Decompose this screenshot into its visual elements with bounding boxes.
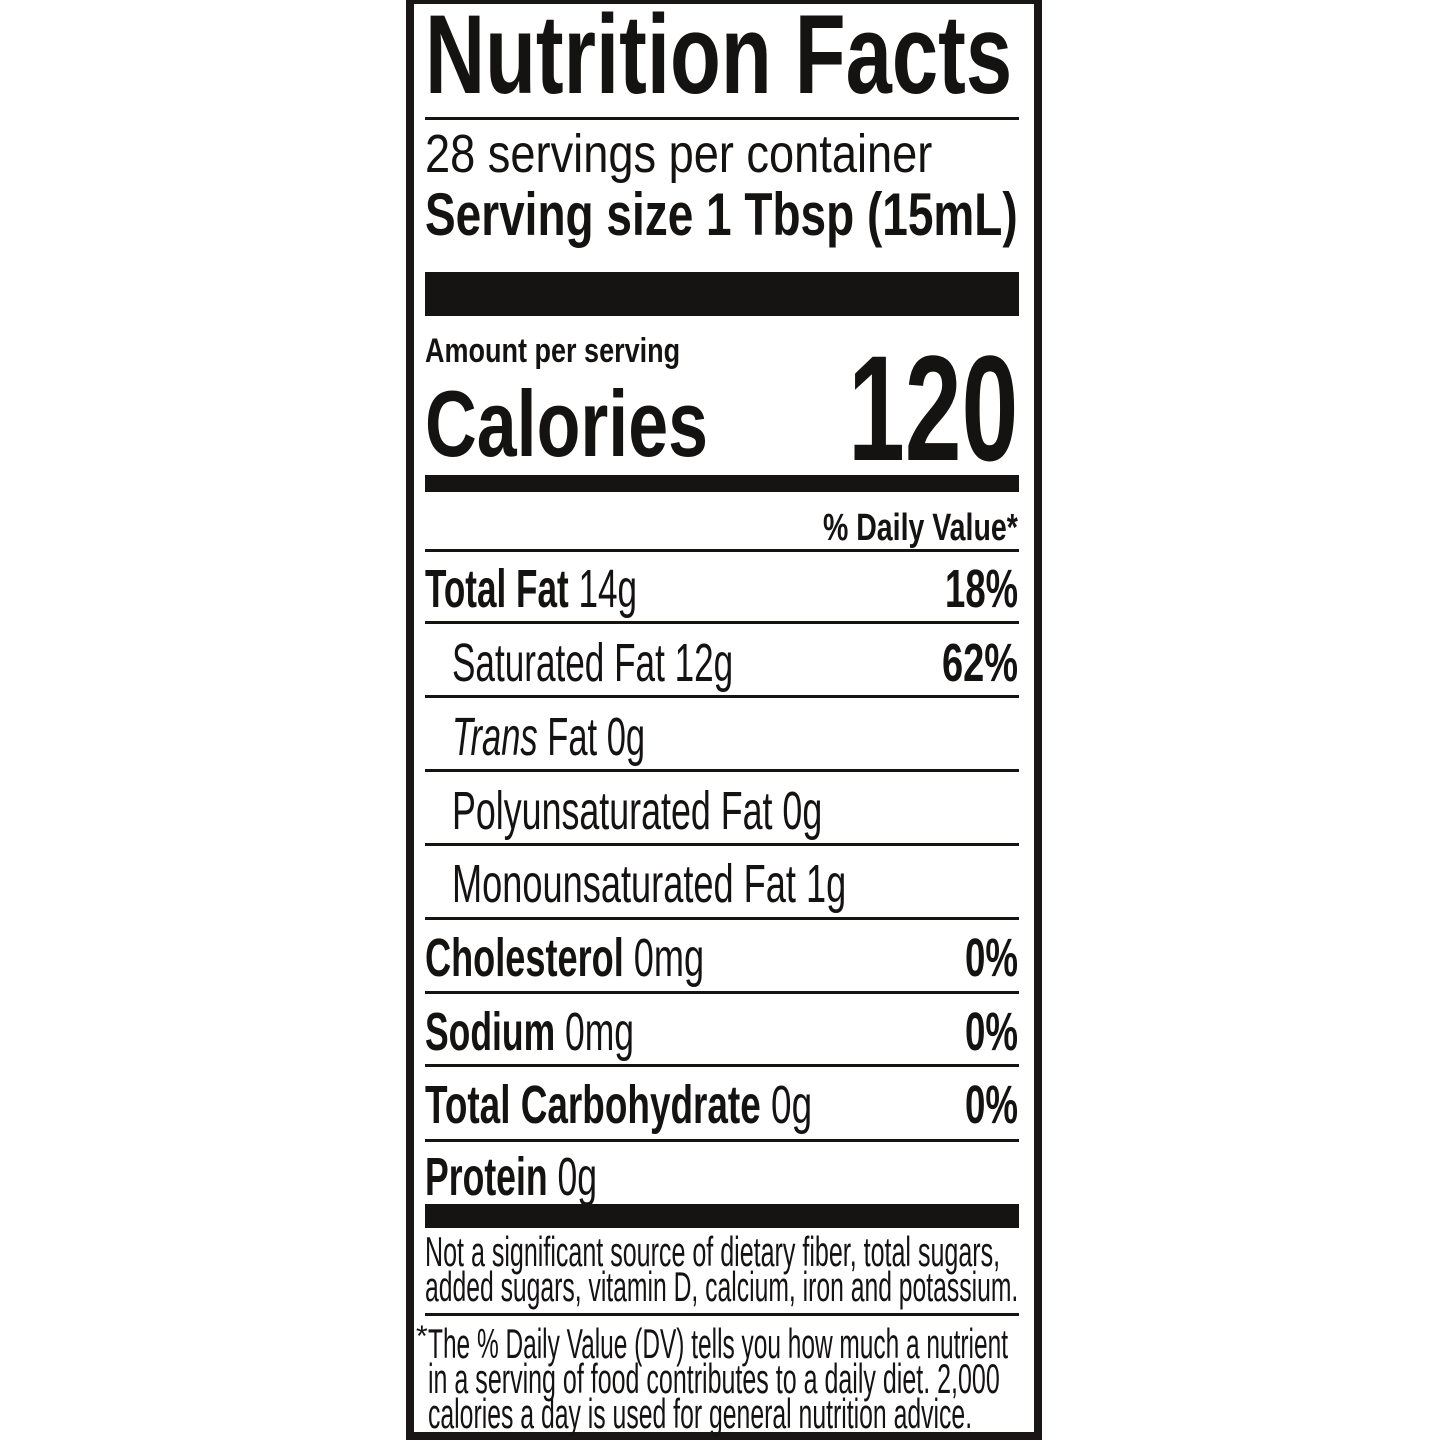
thick-bar [425,272,1019,316]
serving-size-label: Serving size [425,181,694,248]
not-significant-line-2: added sugars, vitamin D, calcium, iron a… [425,1263,1019,1310]
nutrition-label-border [406,0,1042,1440]
dv-sodium: 0% [964,1002,1018,1062]
divider [425,1064,1019,1067]
divider [425,1313,1019,1316]
dv-cholesterol: 0% [964,928,1018,988]
serving-size: Serving size 1 Tbsp (15mL) [425,185,1018,245]
amount-per-serving: Amount per serving [425,332,681,370]
nutrient-row-monounsaturated-fat: Monounsaturated Fat 1g [452,854,847,914]
thick-bar [425,1204,1019,1228]
footnote-line-1: The % Daily Value (DV) tells you how muc… [428,1320,1008,1367]
calories-label: Calories [425,371,708,476]
dv-total-carbohydrate: 0% [964,1075,1018,1135]
divider [425,695,1019,698]
divider [425,621,1019,624]
nutrient-row-total-fat: Total Fat 14g [425,559,638,619]
nutrient-row-polyunsaturated-fat: Polyunsaturated Fat 0g [452,781,823,841]
nutrient-row-protein: Protein 0g [425,1147,598,1207]
title: Nutrition Facts [425,0,1013,117]
divider [425,843,1019,846]
divider [425,917,1019,920]
footnote-asterisk: * [416,1320,428,1353]
nutrient-row-saturated-fat: Saturated Fat 12g [452,633,734,693]
serving-size-value: 1 Tbsp (15mL) [706,181,1018,248]
divider [425,549,1019,552]
nutrient-row-sodium: Sodium 0mg [425,1002,635,1062]
divider [425,991,1019,994]
not-significant-line-1: Not a significant source of dietary fibe… [425,1228,1001,1275]
footnote-line-3: calories a day is used for general nutri… [428,1390,973,1437]
divider [425,1139,1019,1142]
nutrient-row-cholesterol: Cholesterol 0mg [425,928,705,988]
footnote-line-2: in a serving of food contributes to a da… [428,1355,1000,1402]
thick-rule [425,475,1019,492]
dv-saturated-fat: 62% [941,633,1018,693]
servings-per-container: 28 servings per container [425,124,933,184]
nutrient-row-trans-fat: Trans Fat 0g [452,707,646,767]
divider [425,117,1019,120]
daily-value-header: % Daily Value* [823,507,1018,549]
dv-total-fat: 18% [944,559,1018,619]
divider [425,769,1019,772]
calories-value: 120 [847,324,1018,492]
nutrient-row-total-carbohydrate: Total Carbohydrate 0g [425,1075,813,1135]
